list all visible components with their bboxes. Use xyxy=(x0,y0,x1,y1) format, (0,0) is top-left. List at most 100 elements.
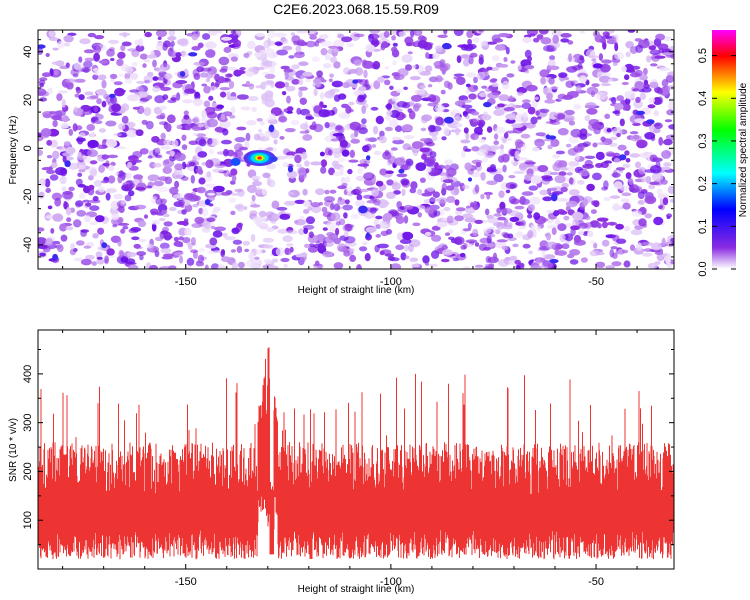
heatmap-cell xyxy=(608,78,613,83)
heatmap-cell xyxy=(603,197,611,202)
heatmap-cell xyxy=(417,212,422,218)
heatmap-cell xyxy=(394,157,406,166)
heatmap-cell xyxy=(500,208,513,214)
heatmap-cell xyxy=(151,222,157,232)
heatmap-cell xyxy=(590,240,596,244)
heatmap-cell xyxy=(593,242,598,249)
heatmap-cell xyxy=(372,60,381,70)
heatmap-cell xyxy=(119,73,124,77)
heatmap-cell xyxy=(204,199,211,206)
heatmap-cell xyxy=(274,81,286,89)
heatmap-cell xyxy=(631,210,643,217)
heatmap-cell xyxy=(220,36,232,41)
heatmap-cell xyxy=(75,137,86,142)
heatmap-cell xyxy=(358,79,368,85)
heatmap-cell xyxy=(386,110,393,116)
heatmap-cell xyxy=(442,42,452,50)
heatmap-cell xyxy=(463,127,469,134)
heatmap-cell xyxy=(236,94,249,100)
heatmap-cell xyxy=(565,223,572,228)
heatmap-cell xyxy=(485,255,492,264)
heatmap-cell xyxy=(568,177,574,185)
heatmap-cell xyxy=(181,116,192,126)
heatmap-cell xyxy=(606,221,618,226)
heatmap-cell xyxy=(460,245,467,250)
heatmap-cell xyxy=(596,217,609,222)
heatmap-cell xyxy=(231,175,237,182)
heatmap-cell xyxy=(558,210,568,215)
heatmap-cell xyxy=(283,82,290,88)
heatmap-cell xyxy=(365,137,370,142)
heatmap-cell xyxy=(286,230,298,235)
heatmap-cell xyxy=(93,44,102,54)
heatmap-cell xyxy=(470,202,475,208)
heatmap-cell xyxy=(396,232,403,241)
heatmap-cell xyxy=(98,128,106,133)
heatmap-cell xyxy=(191,46,201,51)
heatmap-cell xyxy=(153,162,162,168)
heatmap-cell xyxy=(560,186,568,193)
heatmap-cell xyxy=(280,38,289,44)
heatmap-cell xyxy=(498,33,510,38)
heatmap-cell xyxy=(197,123,205,128)
heatmap-cell xyxy=(357,167,364,175)
heatmap-cell xyxy=(375,115,384,125)
heatmap-cell xyxy=(637,191,645,200)
heatmap-cell xyxy=(357,94,365,103)
heatmap-cell xyxy=(271,258,279,263)
heatmap-cell xyxy=(379,168,388,176)
heatmap-cell xyxy=(385,191,396,200)
heatmap-cell xyxy=(621,192,632,197)
heatmap-cell xyxy=(55,167,67,176)
heatmap-cell xyxy=(223,148,229,157)
heatmap-cell xyxy=(131,236,140,241)
heatmap-cell xyxy=(568,189,580,196)
heatmap-cell xyxy=(616,95,624,102)
heatmap-cell xyxy=(573,145,584,153)
heatmap-cell xyxy=(432,191,440,198)
heatmap-cell xyxy=(284,70,289,80)
heatmap-cell xyxy=(385,170,394,174)
heatmap-cell xyxy=(452,257,459,262)
heatmap-cell xyxy=(401,179,409,186)
heatmap-cell xyxy=(217,76,226,84)
heatmap-cell xyxy=(477,71,485,80)
heatmap-cell xyxy=(289,246,294,253)
heatmap-cell xyxy=(267,119,278,125)
heatmap-cell xyxy=(275,247,285,256)
heatmap-cell xyxy=(266,37,272,46)
heatmap-cell xyxy=(130,72,139,80)
heatmap-cell xyxy=(377,243,389,249)
heatmap-cell xyxy=(494,229,501,235)
heatmap-cell xyxy=(590,90,595,98)
heatmap-cell xyxy=(326,220,337,230)
heatmap-cell xyxy=(373,80,381,90)
heatmap-cell xyxy=(344,176,351,183)
heatmap-cell xyxy=(462,58,470,67)
heatmap-cell xyxy=(468,93,477,100)
heatmap-cell xyxy=(343,212,348,219)
heatmap-cell xyxy=(380,230,389,236)
heatmap-cell xyxy=(391,182,401,191)
heatmap-cell xyxy=(197,42,204,49)
heatmap-cell xyxy=(280,257,290,263)
heatmap-cell xyxy=(38,79,46,86)
heatmap-cell xyxy=(305,40,317,48)
heatmap-cell xyxy=(134,39,140,46)
heatmap-cell xyxy=(246,184,257,194)
heatmap-cell xyxy=(507,233,514,239)
heatmap-cell xyxy=(422,255,430,264)
heatmap-cell xyxy=(429,263,438,267)
heatmap-cell xyxy=(552,153,561,159)
heatmap-cell xyxy=(153,180,164,187)
heatmap-cell xyxy=(246,259,256,268)
heatmap-cell xyxy=(508,95,514,102)
heatmap-cell xyxy=(218,56,230,66)
heatmap-cell xyxy=(186,257,195,266)
colorbar-tick-label: 0.0 xyxy=(697,261,709,276)
heatmap-cell xyxy=(578,170,590,177)
heatmap-cell xyxy=(276,155,287,160)
heatmap-cell xyxy=(38,191,45,199)
heatmap-cell xyxy=(522,36,532,44)
heatmap-cell xyxy=(303,227,309,234)
